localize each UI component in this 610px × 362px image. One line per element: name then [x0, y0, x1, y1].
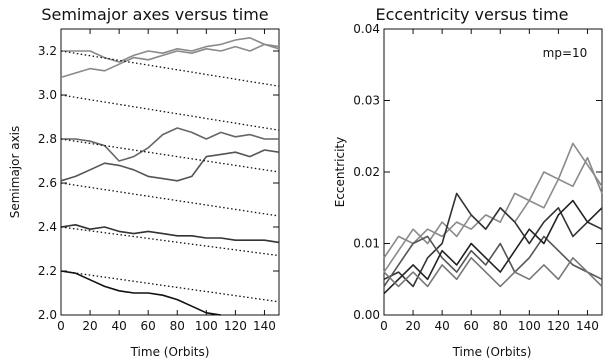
eccentricity-series-line: [384, 143, 602, 257]
semimajor-y-tick-label: 2.0: [38, 308, 57, 322]
eccentricity-y-label: Eccentricity: [333, 137, 347, 207]
semimajor-x-tick-label: 40: [111, 319, 126, 333]
semimajor-y-tick-label: 2.2: [38, 264, 57, 278]
semimajor-y-tick-label: 2.6: [38, 176, 57, 190]
semimajor-x-tick-label: 0: [57, 319, 65, 333]
semimajor-x-ticks: 0 20 40 60 80 100 120 140: [57, 29, 276, 333]
eccentricity-x-tick-label: 40: [434, 319, 449, 333]
eccentricity-lines: [384, 143, 602, 293]
semimajor-y-ticks: 2.0 2.2 2.4 2.6 2.8 3.0 3.2: [38, 44, 279, 322]
semimajor-x-label: Time (Orbits): [130, 345, 210, 359]
eccentricity-y-tick-label: 0.03: [353, 94, 380, 108]
eccentricity-x-tick-label: 100: [518, 319, 541, 333]
eccentricity-x-tick-label: 140: [576, 319, 599, 333]
eccentricity-panel: Eccentricity versus time 0 20 40 60 80 100 120…: [333, 5, 602, 359]
semimajor-x-tick-label: 100: [195, 319, 218, 333]
semimajor-y-tick-label: 3.0: [38, 88, 57, 102]
eccentricity-x-tick-label: 120: [547, 319, 570, 333]
eccentricity-x-tick-label: 20: [405, 319, 420, 333]
eccentricity-x-ticks: 0 20 40 60 80 100 120 140: [380, 29, 599, 333]
semimajor-series-line: [61, 225, 279, 243]
eccentricity-x-label: Time (Orbits): [452, 345, 532, 359]
semimajor-series-line: [61, 44, 279, 77]
semimajor-series-line: [61, 150, 279, 181]
semimajor-panel: Semimajor axes versus time 0 20 40 60 80 100 1…: [8, 5, 279, 359]
semimajor-x-tick-label: 120: [224, 319, 247, 333]
eccentricity-x-tick-label: 0: [380, 319, 388, 333]
semimajor-y-tick-label: 3.2: [38, 44, 57, 58]
eccentricity-x-tick-label: 80: [493, 319, 508, 333]
eccentricity-series-line: [384, 258, 602, 287]
eccentricity-x-tick-label: 60: [464, 319, 479, 333]
semimajor-y-tick-label: 2.8: [38, 132, 57, 146]
semimajor-y-label: Semimajor axis: [8, 126, 22, 219]
semimajor-x-tick-label: 60: [141, 319, 156, 333]
semimajor-plot-frame: [61, 29, 279, 315]
semimajor-reference-line: [61, 227, 279, 256]
mass-annotation: mp=10: [543, 46, 588, 60]
eccentricity-y-tick-label: 0.00: [353, 308, 380, 322]
semimajor-x-tick-label: 80: [170, 319, 185, 333]
eccentricity-title: Eccentricity versus time: [376, 5, 569, 24]
semimajor-y-tick-label: 2.4: [38, 220, 57, 234]
semimajor-x-tick-label: 20: [82, 319, 97, 333]
eccentricity-plot-frame: [384, 29, 602, 315]
eccentricity-y-tick-label: 0.01: [353, 237, 380, 251]
semimajor-reference-line: [61, 183, 279, 216]
eccentricity-y-tick-label: 0.04: [353, 22, 380, 36]
eccentricity-y-tick-label: 0.02: [353, 165, 380, 179]
semimajor-x-tick-label: 140: [253, 319, 276, 333]
semimajor-series-line: [61, 271, 221, 315]
semimajor-title: Semimajor axes versus time: [41, 5, 268, 24]
semimajor-reference-line: [61, 95, 279, 130]
semimajor-lines: [61, 38, 279, 315]
